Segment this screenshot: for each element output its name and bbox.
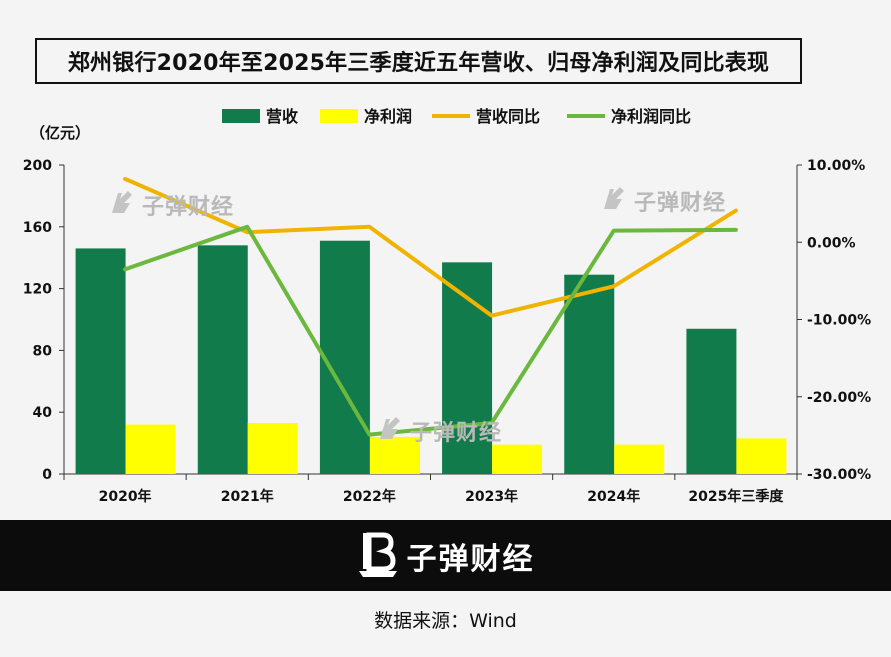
watermark: 子弹财经 (600, 183, 726, 219)
x-tick-label: 2024年 (587, 488, 640, 505)
chart-title: 郑州银行2020年至2025年三季度近五年营收、归母净利润及同比表现 (35, 38, 802, 84)
y-axis-unit-label: （亿元） (30, 124, 90, 142)
bar-revenue (75, 248, 126, 474)
y-left-tick-label: 40 (33, 405, 53, 421)
legend-label: 净利润同比 (611, 107, 691, 126)
bullet-logo-icon (357, 531, 401, 581)
bar-revenue (686, 328, 737, 474)
y-right-tick-label: 0.00% (807, 235, 856, 251)
watermark-logo-icon (376, 413, 406, 449)
y-right-tick-label: 10.00% (807, 158, 865, 174)
legend-swatch (320, 109, 358, 123)
legend-label: 净利润 (364, 107, 412, 126)
bar-net-profit (369, 436, 420, 474)
bar-net-profit (492, 444, 543, 474)
legend-swatch (222, 109, 260, 123)
data-source: 数据来源：Wind (374, 610, 517, 632)
x-tick-label: 2022年 (343, 488, 396, 505)
bar-net-profit (125, 424, 176, 474)
watermark: 子弹财经 (108, 187, 234, 223)
bar-net-profit (614, 444, 665, 474)
brand-name: 子弹财经 (406, 541, 535, 577)
watermark: 子弹财经 (376, 413, 502, 449)
bar-revenue (197, 245, 248, 474)
line-revenue-yoy (123, 176, 738, 318)
y-right-tick-label: -30.00% (807, 467, 871, 483)
y-left-tick-label: 160 (23, 220, 52, 236)
x-tick-label: 2025年三季度 (688, 488, 784, 505)
y-right-tick-label: -10.00% (807, 313, 871, 329)
line-net-profit-yoy (123, 224, 738, 437)
y-left-tick-label: 80 (33, 343, 53, 359)
bar-revenue (564, 274, 615, 474)
legend-label: 营收同比 (476, 107, 540, 126)
chart-canvas: （亿元） 0 40 80 120 160 200 -30.00% -20.00% -10.00% 0… (23, 107, 871, 505)
y-left-tick-label: 120 (23, 282, 52, 298)
brand-logo: 子弹财经 (357, 531, 535, 581)
bar-net-profit (247, 423, 298, 474)
y-left-tick-label: 200 (23, 158, 52, 174)
watermark-logo-icon (600, 183, 630, 219)
legend-label: 营收 (266, 107, 298, 126)
brand-footer: 子弹财经 (0, 520, 891, 591)
bar-revenue (319, 240, 370, 474)
x-tick-label: 2021年 (221, 488, 274, 505)
x-tick-label: 2020年 (99, 488, 152, 505)
bar-net-profit (736, 438, 787, 474)
watermark-logo-icon (108, 187, 138, 223)
y-left-tick-label: 0 (42, 467, 52, 483)
x-tick-label: 2023年 (465, 488, 518, 505)
y-right-tick-label: -20.00% (807, 390, 871, 406)
